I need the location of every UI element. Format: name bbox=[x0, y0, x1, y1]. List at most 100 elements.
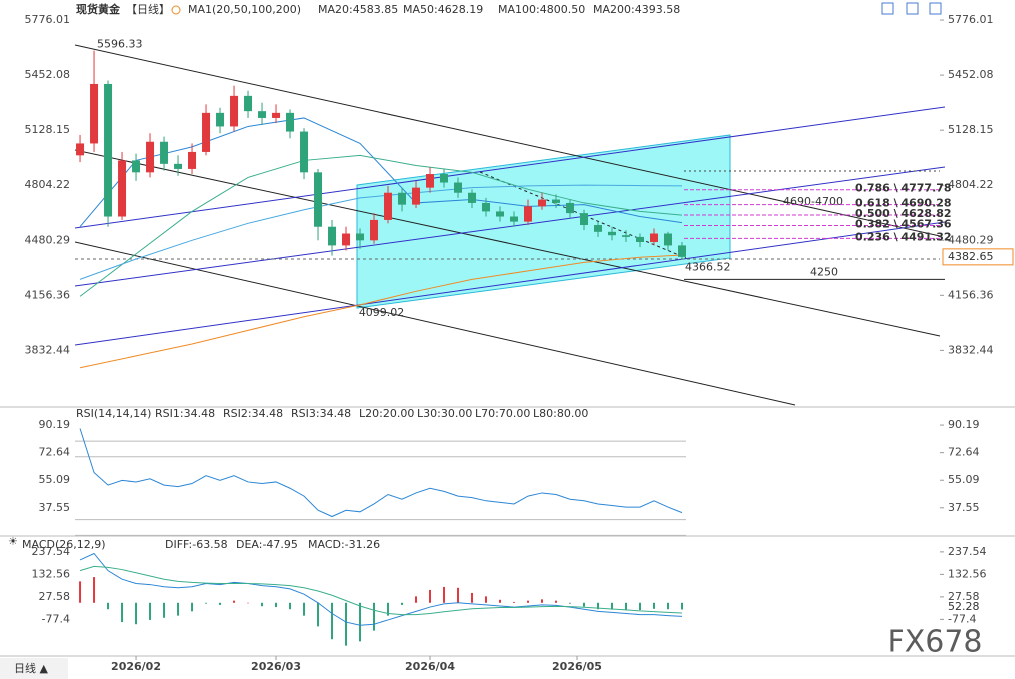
y-tick-label: 5128.15 bbox=[25, 123, 71, 136]
watermark: FX678 bbox=[887, 625, 982, 660]
candle-body bbox=[496, 211, 505, 217]
macd-bar bbox=[317, 602, 320, 627]
macd-bar bbox=[443, 586, 446, 603]
price-tag-label: 4382.65 bbox=[948, 250, 994, 263]
macd-bar bbox=[261, 602, 264, 607]
fib-label: 0.618 \ 4690.28 bbox=[855, 197, 952, 210]
macd-bar bbox=[205, 602, 208, 604]
macd-bar bbox=[219, 602, 222, 605]
y-tick-label: 5776.01 bbox=[948, 13, 994, 26]
y-tick-label: 37.55 bbox=[39, 501, 71, 514]
y-tick-label: 55.09 bbox=[39, 473, 71, 486]
legend-entry: MA200:4393.58 bbox=[593, 3, 680, 16]
y-tick-label: 27.58 bbox=[948, 590, 980, 603]
price-annotation: 5596.33 bbox=[97, 38, 143, 51]
macd-bar bbox=[485, 596, 488, 603]
candle-body bbox=[370, 219, 379, 241]
macd-bar bbox=[177, 602, 180, 616]
y-tick-label: 90.19 bbox=[39, 418, 71, 431]
macd-bar bbox=[93, 577, 96, 603]
candle-body bbox=[649, 233, 658, 243]
toolbar bbox=[881, 2, 942, 15]
candle-body bbox=[482, 202, 491, 212]
x-tick-label: 2026/02 bbox=[111, 660, 161, 673]
candle-body bbox=[146, 141, 155, 173]
y-tick-label: 4804.22 bbox=[25, 178, 71, 191]
period-button[interactable] bbox=[0, 658, 68, 679]
y-tick-label: 5452.08 bbox=[948, 68, 994, 81]
macd-bar bbox=[121, 602, 124, 623]
macd-bar bbox=[471, 592, 474, 603]
candle-body bbox=[272, 112, 281, 118]
macd-bar bbox=[611, 602, 614, 610]
y-tick-label: 27.58 bbox=[39, 590, 71, 603]
y-tick-label: -77.4 bbox=[42, 612, 70, 625]
candle-body bbox=[258, 111, 267, 118]
candle-body bbox=[174, 163, 183, 169]
macd-bar bbox=[163, 602, 166, 618]
y-tick-label: 37.55 bbox=[948, 501, 980, 514]
ma-line bbox=[79, 117, 683, 228]
tool-icon[interactable] bbox=[906, 2, 919, 15]
y-tick-label: 132.56 bbox=[948, 567, 987, 580]
macd-bar bbox=[625, 602, 628, 611]
macd-bar bbox=[527, 600, 530, 603]
y-tick-label: 5776.01 bbox=[25, 13, 71, 26]
y-tick-label: 4480.29 bbox=[948, 233, 994, 246]
macd-bar bbox=[639, 602, 642, 611]
diff-line bbox=[79, 552, 683, 626]
settings-icon[interactable] bbox=[171, 5, 181, 15]
indicator: MA1(20,50,100,200) bbox=[188, 3, 301, 16]
y-tick-label: 132.56 bbox=[32, 567, 71, 580]
candle-body bbox=[510, 216, 519, 222]
macd-bar bbox=[652, 602, 655, 609]
legend-entry: MACD:-31.26 bbox=[308, 538, 380, 551]
tool-icon[interactable] bbox=[881, 2, 894, 15]
macd-bar bbox=[233, 600, 236, 603]
title: 现货黄金 bbox=[76, 2, 121, 16]
y-tick-label: -77.4 bbox=[948, 612, 976, 625]
macd-bar bbox=[359, 602, 362, 642]
legend-entry: MA20:4583.85 bbox=[318, 3, 398, 16]
candle-body bbox=[188, 151, 197, 169]
tool-icon[interactable] bbox=[929, 2, 942, 15]
candle-body bbox=[594, 225, 603, 232]
candle-body bbox=[677, 245, 686, 257]
period-button-label[interactable]: 日线 ▲ bbox=[14, 661, 48, 675]
macd-bar bbox=[415, 596, 418, 603]
fib-label: 0.382 \ 4567.36 bbox=[855, 217, 952, 230]
macd-bar bbox=[555, 600, 558, 603]
candle-body bbox=[398, 192, 407, 205]
candle-body bbox=[566, 202, 575, 214]
candle-body bbox=[300, 131, 309, 173]
trendlines bbox=[74, 44, 946, 406]
macd-bar bbox=[331, 602, 334, 640]
dea-line bbox=[79, 565, 683, 616]
macd-bar bbox=[79, 581, 82, 603]
y-tick-label: 237.54 bbox=[32, 545, 71, 558]
candle-body bbox=[244, 95, 253, 112]
macd-bar bbox=[457, 587, 460, 603]
level-label: 4250 bbox=[810, 265, 838, 278]
macd-bar bbox=[107, 602, 110, 610]
macd-bar bbox=[541, 599, 544, 603]
y-tick-label: 4480.29 bbox=[25, 233, 71, 246]
price-annotation: 4366.52 bbox=[685, 261, 731, 274]
y-tick-label: 5452.08 bbox=[25, 68, 71, 81]
y-tick-label: 55.09 bbox=[948, 473, 980, 486]
y-tick-label: 4804.22 bbox=[948, 178, 994, 191]
candle-body bbox=[230, 95, 239, 127]
macd-bar bbox=[597, 602, 600, 610]
trendline bbox=[74, 166, 946, 287]
candle-body bbox=[608, 231, 617, 236]
macd-bar bbox=[429, 589, 432, 603]
legend-entry: DEA:-47.95 bbox=[236, 538, 298, 551]
macd-bar bbox=[569, 602, 572, 604]
candle-body bbox=[286, 112, 295, 132]
period: 【日线】 bbox=[126, 2, 170, 16]
zone-label: 4690-4700 bbox=[783, 195, 843, 208]
price-tag bbox=[942, 248, 1014, 266]
legend-entry: DIFF:-63.58 bbox=[165, 538, 228, 551]
y-tick-label: 4156.36 bbox=[25, 288, 71, 301]
